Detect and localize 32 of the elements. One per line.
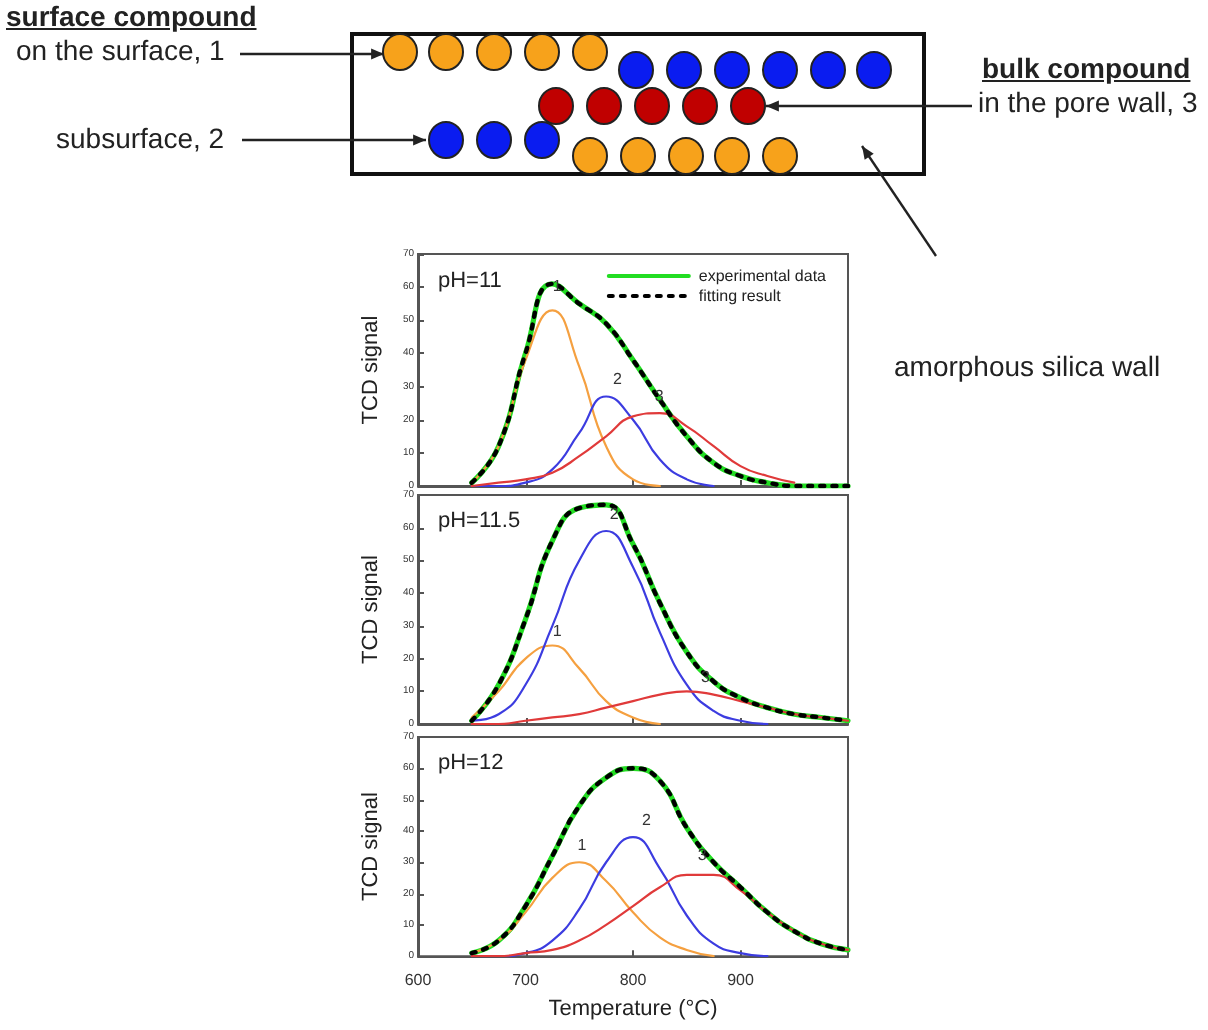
annotation: 2 bbox=[609, 504, 620, 523]
text: pH=11 bbox=[438, 269, 502, 293]
text: bulk compound bbox=[982, 52, 1191, 84]
annotation: 1 bbox=[577, 836, 588, 855]
text: pH=12 bbox=[438, 751, 504, 775]
text: surface compound bbox=[6, 0, 257, 32]
annotation: 2 bbox=[612, 370, 623, 389]
x-tick-label: 800 bbox=[619, 971, 648, 990]
line-series bbox=[470, 644, 661, 726]
x-tick-label: 600 bbox=[404, 971, 433, 990]
text: amorphous silica wall bbox=[894, 350, 1161, 382]
annotation: 2 bbox=[641, 811, 652, 830]
text: subsurface, 2 bbox=[56, 122, 225, 154]
y-axis-title: TCD signal bbox=[359, 555, 383, 664]
annotation: 1 bbox=[552, 622, 563, 641]
text: pH=11.5 bbox=[438, 509, 521, 533]
text: in the pore wall, 3 bbox=[978, 86, 1198, 118]
x-tick-label: 900 bbox=[727, 971, 755, 990]
line-series bbox=[470, 411, 796, 488]
legend-label: fitting result bbox=[698, 287, 783, 305]
line-series bbox=[470, 529, 769, 726]
annotation: 1 bbox=[552, 277, 563, 296]
x-axis-title: Temperature (°C) bbox=[548, 997, 718, 1021]
line-series bbox=[470, 309, 661, 488]
text: on the surface, 1 bbox=[16, 34, 225, 66]
legend-label: experimental data bbox=[698, 267, 828, 285]
annotation: 3 bbox=[654, 386, 665, 405]
x-tick-label: 700 bbox=[512, 971, 540, 990]
line-series bbox=[470, 690, 850, 726]
y-axis-title: TCD signal bbox=[359, 792, 383, 902]
y-axis-title: TCD signal bbox=[359, 315, 383, 425]
line-series bbox=[470, 873, 850, 958]
